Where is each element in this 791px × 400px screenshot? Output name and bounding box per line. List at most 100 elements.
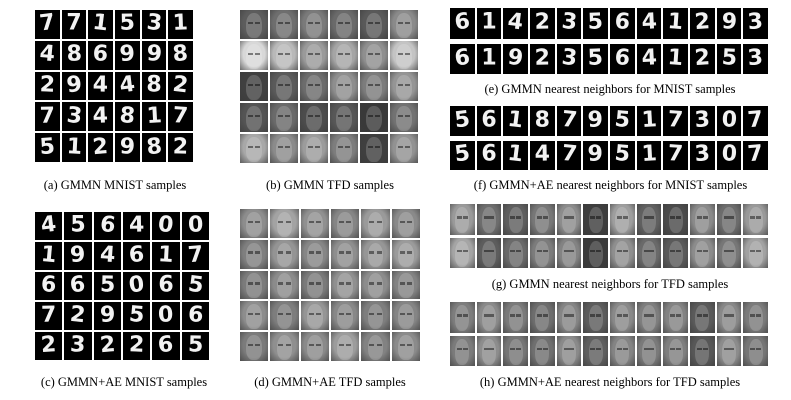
digit-tile: 3 [689,140,715,170]
face-tile [300,41,328,70]
digit-glyph: 4 [506,8,525,36]
digit-glyph: 7 [66,10,82,36]
digit-tile: 6 [93,212,121,240]
caption-b: (b) GMMN TFD samples [266,178,394,192]
face-tile [361,209,390,238]
digit-glyph: 2 [40,332,58,359]
digit-glyph: 5 [453,140,472,168]
digit-glyph: 8 [534,107,551,133]
face-tile [476,237,502,268]
digit-glyph: 8 [171,41,190,68]
digit-tile: 4 [114,71,140,101]
face-tile [270,239,299,269]
digit-tile: 2 [529,43,555,74]
digit-glyph: 2 [69,302,87,329]
face-tile [270,209,299,238]
face-tile [609,335,635,366]
digit-tile: 3 [141,10,167,39]
digit-tile: 5 [609,140,635,170]
digit-tile: 9 [583,106,608,136]
caption-g: (g) GMMN nearest neighbors for TFD sampl… [491,277,729,291]
face-tile [583,335,608,366]
face-tile [716,204,742,235]
digit-tile: 4 [88,102,113,132]
face-tile [300,103,328,132]
digit-tile: 7 [663,106,688,136]
face-tile [476,204,502,235]
face-tile [300,10,328,39]
digit-tile: 5 [716,43,742,74]
digit-tile: 4 [529,140,555,170]
digit-glyph: 7 [172,102,190,129]
digit-tile: 3 [556,43,582,74]
digit-glyph: 3 [560,44,578,72]
face-tile [300,239,329,269]
face-tile [743,237,768,268]
face-tile [583,204,608,235]
digit-glyph: 7 [560,106,578,134]
digit-tile: 4 [636,43,662,74]
face-tile [270,72,298,101]
face-tile [391,301,420,331]
face-tile [240,239,269,269]
face-tile [663,302,688,333]
face-tile [689,302,715,333]
digit-glyph: 2 [534,45,551,71]
digit-tile: 7 [35,102,60,132]
digit-glyph: 1 [640,106,658,133]
face-tile [689,237,715,268]
digit-tile: 4 [35,212,63,240]
digit-glyph: 3 [145,10,163,37]
digit-tile: 1 [88,10,113,39]
digit-glyph: 1 [640,141,658,168]
face-tile [390,134,418,163]
digit-tile: 1 [476,8,502,39]
digit-tile: 3 [743,43,768,74]
digit-tile: 8 [141,133,167,162]
face-tile [391,270,420,300]
digit-glyph: 4 [534,141,551,167]
face-tile [360,72,388,101]
digit-glyph: 5 [127,302,146,329]
digit-tile: 1 [61,133,87,162]
digit-tile: 1 [152,242,180,270]
digit-tile: 4 [636,8,662,39]
digit-glyph: 1 [145,102,163,129]
digit-tile: 6 [609,8,635,39]
face-tile [743,302,768,333]
digit-glyph: 6 [40,272,57,298]
digit-glyph: 7 [746,106,765,133]
face-tile [556,302,582,333]
caption-d: (d) GMMN+AE TFD samples [254,375,406,389]
digit-tile: 1 [168,10,193,39]
face-tile [663,204,688,235]
face-tile [503,302,528,333]
digit-glyph: 1 [667,9,685,36]
digit-glyph: 4 [92,72,109,98]
face-tile [716,237,742,268]
digit-glyph: 2 [693,44,711,71]
digit-glyph: 1 [91,10,110,37]
digit-tile: 6 [152,272,180,300]
digit-glyph: 7 [667,141,685,168]
digit-tile: 1 [476,43,502,74]
digit-glyph: 0 [157,302,175,328]
digit-tile: 7 [35,10,60,39]
face-tile [300,332,329,361]
face-tile [391,332,420,361]
digit-tile: 9 [503,43,528,74]
digit-glyph: 9 [587,107,604,133]
panel-g-tfd-neighbors [450,204,768,268]
digit-glyph: 8 [118,102,137,129]
panel-b-tfd-grid [240,10,418,163]
digit-tile: 7 [743,140,768,170]
face-tile [556,204,582,235]
digit-tile: 0 [181,212,209,240]
digit-glyph: 6 [158,272,174,298]
digit-glyph: 5 [613,141,632,168]
digit-glyph: 9 [720,9,738,36]
digit-tile: 6 [476,106,502,136]
digit-glyph: 9 [119,133,136,160]
digit-glyph: 5 [38,133,56,160]
